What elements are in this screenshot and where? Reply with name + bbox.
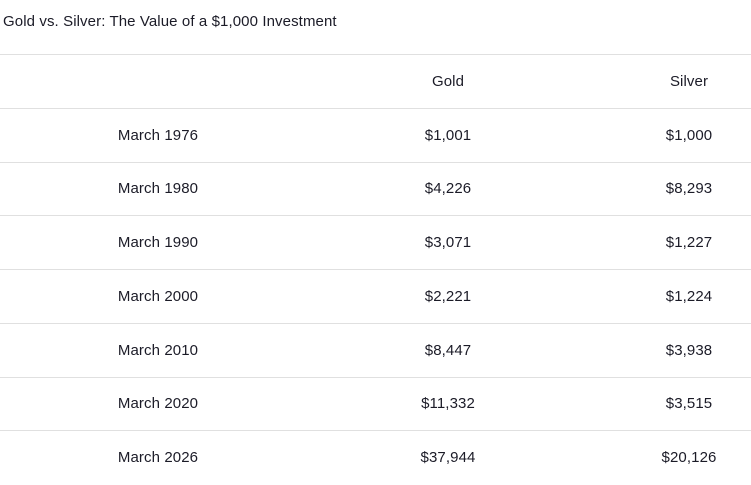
gold-value-cell: $8,447 <box>316 323 580 378</box>
gold-value-cell: $4,226 <box>316 162 580 217</box>
col-header-silver: Silver <box>580 54 751 109</box>
investment-table: Gold Silver March 1976 $1,001 $1,000 Mar… <box>0 54 751 485</box>
table-header: Gold Silver <box>0 54 751 109</box>
table-body: March 1976 $1,001 $1,000 March 1980 $4,2… <box>0 108 751 484</box>
header-row: Gold Silver <box>0 54 751 109</box>
date-cell: March 1990 <box>0 215 316 270</box>
title-bar: Gold vs. Silver: The Value of a $1,000 I… <box>0 0 751 54</box>
date-cell: March 1980 <box>0 162 316 217</box>
page-title: Gold vs. Silver: The Value of a $1,000 I… <box>3 13 337 30</box>
date-cell: March 2026 <box>117 449 199 467</box>
table-row: March 2010 $8,447 $3,938 <box>0 323 751 378</box>
silver-value-cell: $1,227 <box>580 215 751 270</box>
silver-value-cell: $1,224 <box>580 269 751 324</box>
col-header-gold: Gold <box>316 54 580 109</box>
gold-value-cell: $11,332 <box>316 377 580 432</box>
col-header-date <box>0 54 316 109</box>
table-row: March 1990 $3,071 $1,227 <box>0 215 751 270</box>
gold-value-cell: $1,001 <box>316 108 580 163</box>
silver-value-cell: $20,126 <box>661 449 717 467</box>
silver-value-cell: $3,938 <box>580 323 751 378</box>
date-cell: March 2010 <box>0 323 316 378</box>
table-row: March 1976 $1,001 $1,000 <box>0 108 751 163</box>
date-cell: March 2020 <box>0 377 316 432</box>
gold-value-cell: $2,221 <box>316 269 580 324</box>
gold-value-cell: $37,944 <box>420 449 476 467</box>
table-row: March 2020 $11,332 $3,515 <box>0 377 751 432</box>
date-cell: March 2000 <box>0 269 316 324</box>
table-row: March 2000 $2,221 $1,224 <box>0 269 751 324</box>
silver-value-cell: $8,293 <box>580 162 751 217</box>
table-row: March 1980 $4,226 $8,293 <box>0 162 751 217</box>
silver-value-cell: $3,515 <box>580 377 751 432</box>
silver-value-cell: $1,000 <box>580 108 751 163</box>
table-row: March 2026 $37,944 $20,126 <box>0 431 751 485</box>
date-cell: March 1976 <box>0 108 316 163</box>
gold-value-cell: $3,071 <box>316 215 580 270</box>
